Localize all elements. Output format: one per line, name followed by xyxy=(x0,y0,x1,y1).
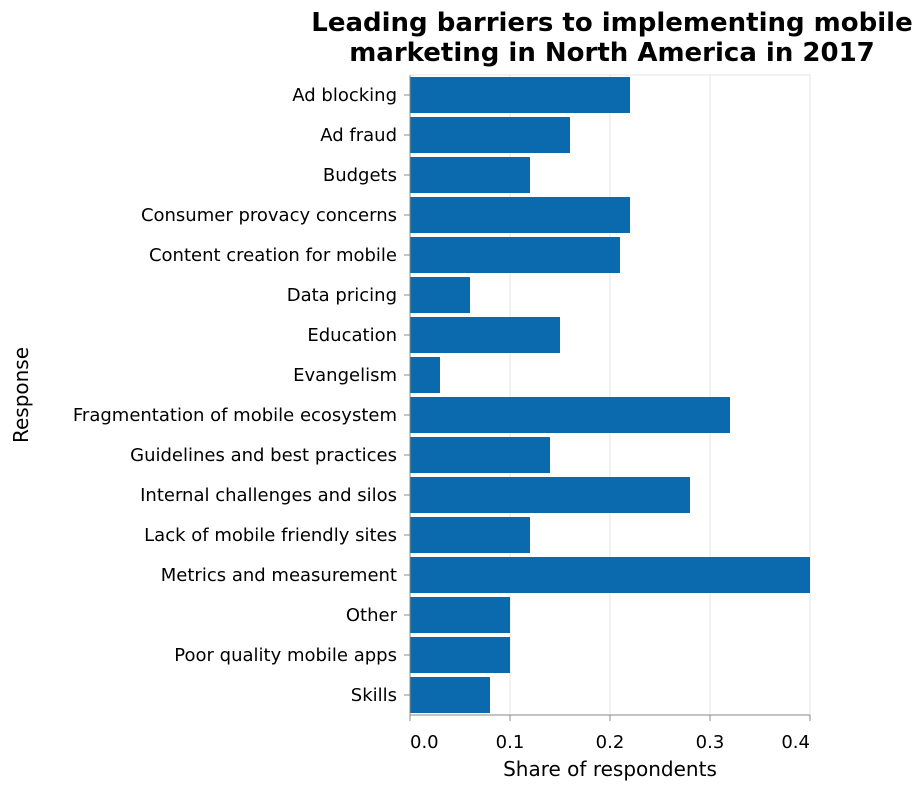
bar xyxy=(410,557,810,593)
bar xyxy=(410,597,510,633)
x-axis-title: Share of respondents xyxy=(503,757,717,781)
bar xyxy=(410,357,440,393)
bar xyxy=(410,237,620,273)
bar xyxy=(410,437,550,473)
bar xyxy=(410,517,530,553)
x-tick-label: 0.1 xyxy=(496,732,525,753)
bar xyxy=(410,637,510,673)
y-tick-label: Lack of mobile friendly sites xyxy=(144,525,397,546)
y-tick-label: Poor quality mobile apps xyxy=(174,645,397,666)
x-tick-label: 0.4 xyxy=(781,732,810,753)
bar xyxy=(410,77,630,113)
y-tick-label: Fragmentation of mobile ecosystem xyxy=(73,405,397,426)
y-axis: Ad blocking Ad fraud Budgets Consumer prova… xyxy=(73,75,411,715)
y-tick-label: Guidelines and best practices xyxy=(130,445,397,466)
bars xyxy=(410,77,810,713)
y-tick-label: Ad fraud xyxy=(320,125,397,146)
y-tick-label: Metrics and measurement xyxy=(161,565,397,586)
y-tick-label: Skills xyxy=(351,685,397,706)
bar xyxy=(410,157,530,193)
x-tick-label: 0.2 xyxy=(596,732,625,753)
chart-title-line-1: Leading barriers to implementing mobile xyxy=(311,8,912,38)
bar xyxy=(410,397,730,433)
bar xyxy=(410,117,570,153)
y-tick-label: Other xyxy=(346,605,398,626)
y-tick-label: Internal challenges and silos xyxy=(140,485,397,506)
y-tick-label: Education xyxy=(307,325,397,346)
y-tick-label: Budgets xyxy=(323,165,397,186)
y-tick-label: Evangelism xyxy=(293,365,397,386)
bar xyxy=(410,677,490,713)
y-tick-label: Consumer provacy concerns xyxy=(141,205,397,226)
bar xyxy=(410,197,630,233)
y-tick-label: Data pricing xyxy=(287,285,397,306)
x-tick-label: 0.3 xyxy=(696,732,725,753)
chart-title: Leading barriers to implementing mobile … xyxy=(311,8,912,68)
y-tick-label: Ad blocking xyxy=(292,85,397,106)
x-axis: 0.0 0.1 0.2 0.3 0.4 xyxy=(409,714,811,753)
y-axis-title: Response xyxy=(9,347,33,443)
bar xyxy=(410,477,690,513)
bar xyxy=(410,277,470,313)
chart-title-line-2: marketing in North America in 2017 xyxy=(349,38,875,68)
x-tick-label: 0.0 xyxy=(410,732,439,753)
y-tick-label: Content creation for mobile xyxy=(149,245,397,266)
bar xyxy=(410,317,560,353)
